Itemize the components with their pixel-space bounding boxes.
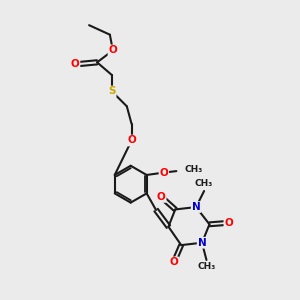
Text: O: O: [157, 192, 166, 202]
Text: O: O: [160, 168, 168, 178]
Text: CH₃: CH₃: [195, 179, 213, 188]
Text: N: N: [198, 238, 206, 248]
Text: N: N: [192, 202, 200, 212]
Text: O: O: [169, 257, 178, 267]
Text: O: O: [71, 59, 80, 69]
Text: CH₃: CH₃: [185, 165, 203, 174]
Text: CH₃: CH₃: [197, 262, 216, 271]
Text: O: O: [109, 45, 117, 56]
Text: O: O: [224, 218, 233, 228]
Text: S: S: [108, 86, 116, 96]
Text: O: O: [127, 136, 136, 146]
